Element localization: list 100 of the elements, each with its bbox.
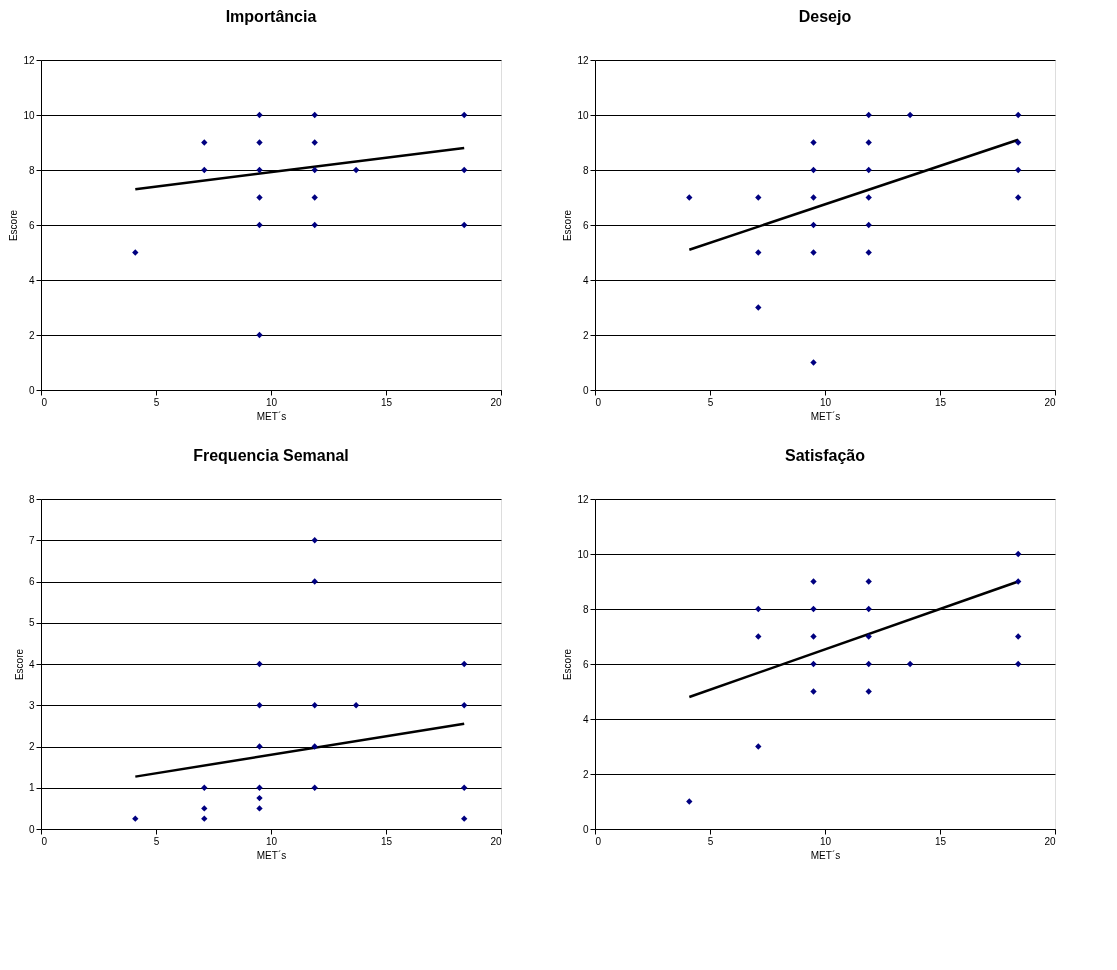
point [256, 331, 263, 339]
point [132, 815, 139, 822]
x-tick-label: 10 [819, 396, 832, 408]
y-tick-label: 0 [28, 823, 35, 835]
point [755, 249, 762, 256]
y-tick-label: 4 [28, 274, 35, 286]
y-tick-label: 6 [582, 658, 589, 670]
point [755, 304, 762, 311]
point [865, 166, 872, 174]
point [352, 702, 360, 709]
point [865, 578, 872, 585]
point [810, 633, 817, 640]
point [865, 221, 872, 229]
y-tick-label: 0 [582, 384, 589, 396]
x-tick-label: 5 [707, 835, 714, 847]
point [906, 111, 914, 119]
point [1015, 111, 1022, 119]
point [865, 249, 872, 256]
y-axis-title: Escore [13, 648, 25, 681]
point [132, 249, 139, 256]
y-tick-label: 4 [28, 658, 35, 670]
y-tick-label: 8 [28, 493, 35, 505]
y-tick-label: 4 [582, 713, 589, 725]
point [201, 815, 208, 822]
point [810, 359, 817, 366]
point [311, 578, 318, 585]
y-tick-label: 2 [582, 768, 589, 780]
point [311, 194, 318, 201]
point [352, 166, 360, 174]
x-tick-label: 10 [819, 835, 832, 847]
y-tick-label: 8 [28, 164, 35, 176]
chart-title: Satisfação [784, 447, 866, 464]
x-tick-label: 5 [707, 396, 714, 408]
point [256, 702, 263, 709]
point [311, 221, 318, 229]
y-tick-label: 2 [28, 329, 35, 341]
chart-title: Desejo [798, 8, 852, 25]
x-tick-label: 0 [595, 396, 602, 408]
x-tick-label: 0 [41, 396, 48, 408]
y-tick-label: 3 [28, 699, 35, 711]
x-tick-label: 15 [934, 835, 947, 847]
point [810, 249, 817, 256]
point [810, 221, 817, 229]
x-tick-label: 15 [380, 835, 393, 847]
y-tick-label: 10 [577, 109, 589, 121]
point [865, 688, 872, 695]
point [865, 605, 872, 613]
point [256, 194, 263, 201]
point [755, 743, 762, 750]
point [256, 111, 263, 119]
y-tick-label: 0 [28, 384, 35, 396]
point [311, 702, 318, 709]
point [810, 660, 817, 668]
point [256, 221, 263, 229]
point [810, 166, 817, 174]
y-tick-label: 0 [582, 823, 589, 835]
point [201, 166, 208, 174]
chart-title: Frequencia Semanal [193, 447, 349, 464]
y-tick-label: 8 [582, 603, 589, 615]
point [201, 139, 208, 146]
point [256, 139, 263, 146]
point [256, 743, 263, 750]
point [865, 660, 872, 668]
point [311, 166, 318, 174]
point [256, 805, 263, 812]
point [810, 578, 817, 585]
point [311, 743, 318, 750]
y-tick-label: 2 [28, 741, 35, 752]
x-axis-title: MET´s [810, 849, 841, 861]
y-axis-title: Escore [562, 209, 574, 242]
point [311, 111, 318, 119]
y-tick-label: 12 [577, 54, 589, 66]
point [461, 166, 468, 174]
y-tick-label: 12 [23, 54, 35, 66]
y-tick-label: 6 [28, 219, 35, 231]
point [256, 784, 263, 791]
y-tick-label: 8 [582, 164, 589, 176]
y-axis-title: Escore [562, 648, 574, 681]
x-tick-label: 20 [1044, 835, 1056, 847]
point [1015, 139, 1022, 146]
point [256, 660, 263, 668]
point [1015, 194, 1022, 201]
x-tick-label: 10 [265, 835, 278, 847]
point [810, 605, 817, 613]
point [755, 194, 762, 201]
x-tick-label: 15 [380, 396, 393, 408]
point [461, 815, 468, 822]
point [1015, 633, 1022, 640]
point [311, 139, 318, 146]
point [810, 139, 817, 146]
point [201, 805, 208, 812]
x-axis-title: MET´s [256, 410, 287, 422]
y-tick-label: 7 [28, 534, 35, 546]
y-tick-label: 5 [28, 617, 35, 629]
x-tick-label: 20 [490, 396, 502, 408]
point [1015, 660, 1022, 668]
point [461, 784, 468, 791]
chart-title: Importância [225, 8, 317, 25]
x-tick-label: 15 [934, 396, 947, 408]
y-tick-label: 4 [582, 274, 589, 286]
